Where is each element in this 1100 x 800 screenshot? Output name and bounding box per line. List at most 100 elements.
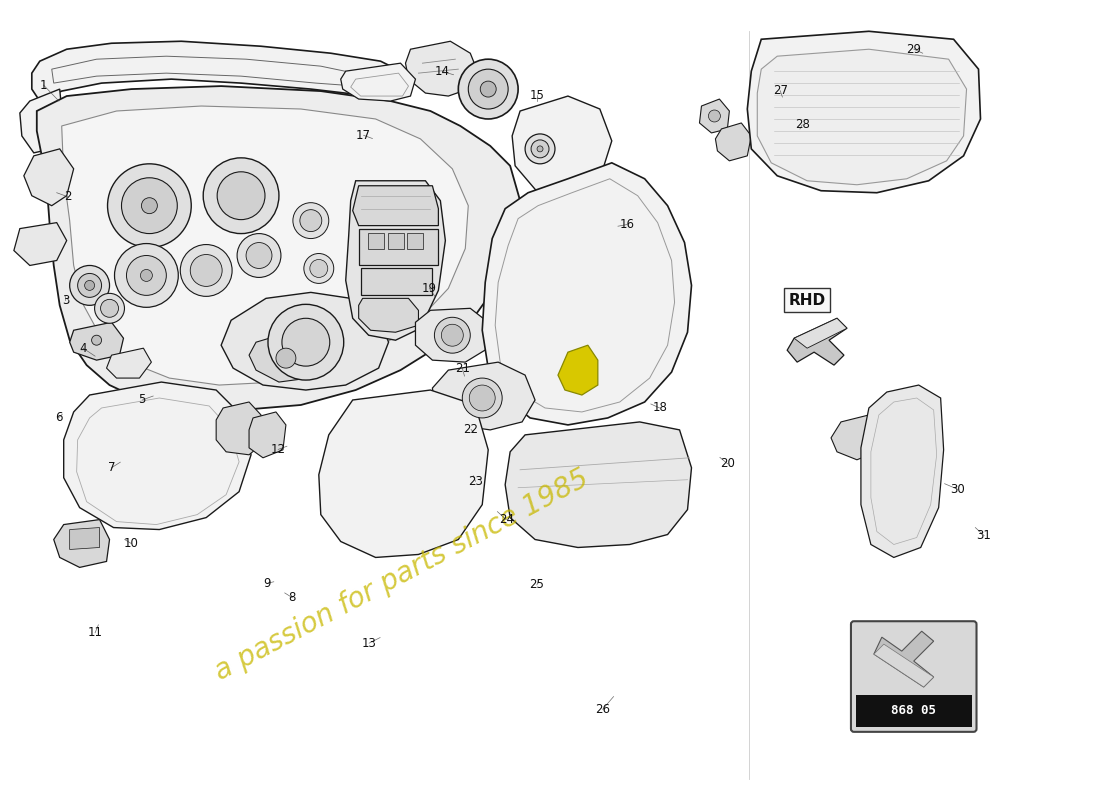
Polygon shape bbox=[36, 86, 520, 410]
Circle shape bbox=[434, 318, 471, 353]
Circle shape bbox=[300, 210, 322, 231]
Polygon shape bbox=[558, 345, 597, 395]
Text: 17: 17 bbox=[356, 129, 371, 142]
Polygon shape bbox=[406, 42, 478, 96]
FancyBboxPatch shape bbox=[851, 622, 977, 732]
Polygon shape bbox=[788, 318, 847, 365]
Text: 30: 30 bbox=[950, 482, 965, 496]
Polygon shape bbox=[32, 42, 400, 101]
Text: 10: 10 bbox=[124, 537, 139, 550]
Polygon shape bbox=[407, 233, 424, 249]
Polygon shape bbox=[221, 292, 388, 390]
Circle shape bbox=[459, 59, 518, 119]
Polygon shape bbox=[359, 229, 439, 266]
Text: 23: 23 bbox=[468, 475, 483, 488]
Circle shape bbox=[462, 378, 503, 418]
Text: 6: 6 bbox=[55, 411, 63, 424]
Text: 27: 27 bbox=[772, 84, 788, 97]
Text: 12: 12 bbox=[271, 443, 286, 456]
Polygon shape bbox=[416, 308, 488, 362]
Circle shape bbox=[141, 270, 153, 282]
Text: 15: 15 bbox=[529, 89, 544, 102]
Text: 8: 8 bbox=[288, 591, 296, 604]
Polygon shape bbox=[387, 233, 404, 249]
Text: 9: 9 bbox=[263, 577, 271, 590]
Circle shape bbox=[293, 202, 329, 238]
Text: 22: 22 bbox=[463, 423, 478, 436]
Text: RHD: RHD bbox=[789, 293, 826, 308]
Circle shape bbox=[469, 69, 508, 109]
Circle shape bbox=[126, 255, 166, 295]
Text: 2: 2 bbox=[64, 190, 72, 203]
Circle shape bbox=[282, 318, 330, 366]
Circle shape bbox=[537, 146, 543, 152]
Circle shape bbox=[180, 245, 232, 296]
Polygon shape bbox=[69, 527, 100, 550]
Text: 24: 24 bbox=[498, 513, 514, 526]
Polygon shape bbox=[345, 181, 446, 340]
Text: 3: 3 bbox=[62, 294, 69, 307]
Circle shape bbox=[246, 242, 272, 269]
Circle shape bbox=[114, 243, 178, 307]
Text: 25: 25 bbox=[529, 578, 544, 591]
Polygon shape bbox=[353, 186, 439, 226]
Text: 20: 20 bbox=[720, 458, 735, 470]
Circle shape bbox=[481, 81, 496, 97]
Circle shape bbox=[95, 294, 124, 323]
Circle shape bbox=[276, 348, 296, 368]
Text: a passion for parts since 1985: a passion for parts since 1985 bbox=[210, 465, 594, 686]
Polygon shape bbox=[341, 63, 416, 101]
Text: 11: 11 bbox=[88, 626, 102, 639]
Polygon shape bbox=[432, 362, 535, 430]
Text: 31: 31 bbox=[977, 529, 991, 542]
Text: 16: 16 bbox=[619, 218, 635, 231]
Circle shape bbox=[268, 304, 343, 380]
Circle shape bbox=[310, 259, 328, 278]
Polygon shape bbox=[217, 402, 261, 455]
Polygon shape bbox=[319, 390, 488, 558]
Circle shape bbox=[304, 254, 333, 283]
Bar bbox=[856, 695, 971, 727]
Polygon shape bbox=[873, 644, 934, 687]
Circle shape bbox=[190, 254, 222, 286]
Circle shape bbox=[91, 335, 101, 345]
Polygon shape bbox=[715, 123, 751, 161]
Polygon shape bbox=[14, 222, 67, 266]
Circle shape bbox=[204, 158, 279, 234]
Text: 29: 29 bbox=[906, 42, 922, 56]
Polygon shape bbox=[513, 96, 612, 196]
Polygon shape bbox=[54, 519, 110, 567]
Text: 4: 4 bbox=[79, 342, 87, 354]
Polygon shape bbox=[107, 348, 152, 378]
Polygon shape bbox=[361, 269, 432, 295]
Text: 21: 21 bbox=[454, 362, 470, 374]
Text: 14: 14 bbox=[436, 65, 450, 78]
Circle shape bbox=[78, 274, 101, 298]
Polygon shape bbox=[367, 233, 384, 249]
Text: 5: 5 bbox=[139, 394, 146, 406]
Polygon shape bbox=[359, 298, 418, 332]
Polygon shape bbox=[861, 385, 944, 558]
Text: 868 05: 868 05 bbox=[891, 705, 936, 718]
Text: 19: 19 bbox=[422, 282, 437, 295]
Text: 7: 7 bbox=[108, 462, 115, 474]
Circle shape bbox=[708, 110, 720, 122]
Polygon shape bbox=[69, 322, 123, 360]
Polygon shape bbox=[830, 415, 879, 460]
Polygon shape bbox=[20, 89, 64, 153]
Text: 18: 18 bbox=[652, 402, 667, 414]
Polygon shape bbox=[64, 382, 251, 530]
Text: 26: 26 bbox=[595, 703, 610, 716]
Circle shape bbox=[441, 324, 463, 346]
Circle shape bbox=[470, 385, 495, 411]
Circle shape bbox=[85, 281, 95, 290]
Polygon shape bbox=[794, 318, 847, 348]
Polygon shape bbox=[249, 330, 322, 382]
Text: 28: 28 bbox=[794, 118, 810, 131]
Circle shape bbox=[108, 164, 191, 247]
Polygon shape bbox=[757, 50, 967, 185]
Circle shape bbox=[69, 266, 110, 306]
Circle shape bbox=[142, 198, 157, 214]
Text: 1: 1 bbox=[40, 78, 47, 91]
Circle shape bbox=[100, 299, 119, 318]
